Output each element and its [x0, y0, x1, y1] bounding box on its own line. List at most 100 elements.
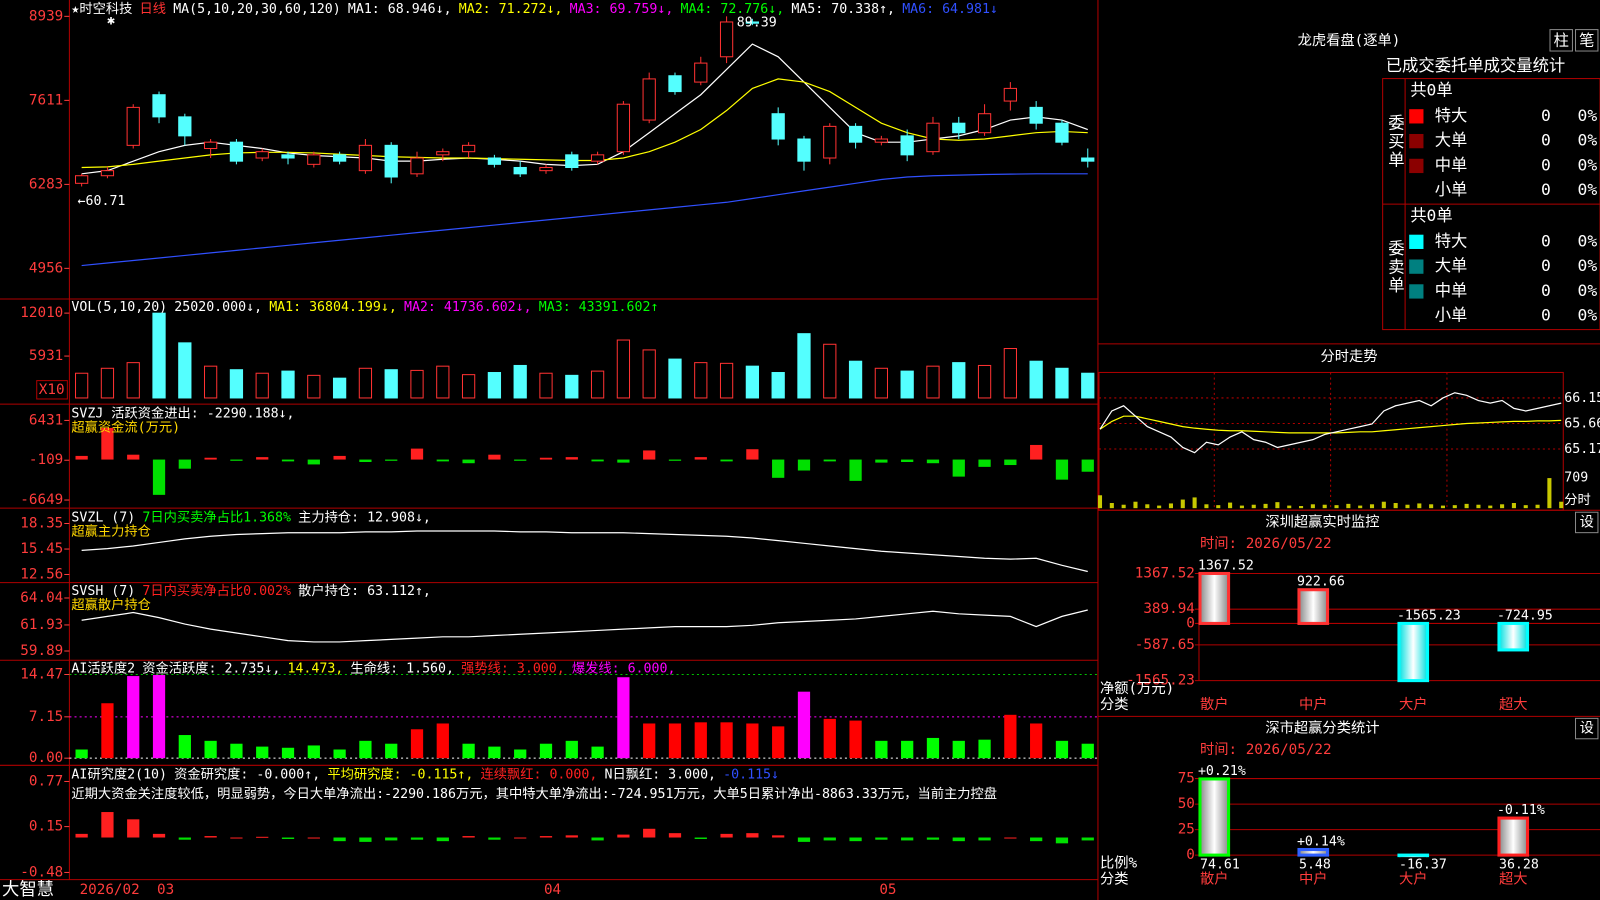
volume-bar [75, 372, 89, 399]
volume-bar [229, 369, 244, 399]
signed-bar [617, 834, 630, 838]
button[interactable] [1575, 29, 1599, 52]
button-label[interactable]: 柱 [1554, 31, 1569, 49]
signed-bar [385, 459, 398, 461]
indicator-line [81, 530, 1088, 573]
tab[interactable]: 已成交 [1386, 56, 1435, 75]
y-tick-label: 4956 [29, 260, 63, 276]
signed-bar [101, 812, 114, 838]
header-segment: 25020.000↓, [174, 300, 262, 315]
row-pct: 0% [1578, 306, 1598, 325]
tab[interactable]: 委托单 [1435, 56, 1484, 75]
y-tick-label: -1565.23 [1126, 673, 1195, 689]
x-tick-label: 03 [157, 882, 174, 898]
button-label[interactable]: 笔 [1579, 31, 1594, 49]
volume-bar [203, 365, 218, 399]
signed-bar [720, 459, 733, 462]
button[interactable] [1575, 511, 1599, 534]
bar [1497, 816, 1530, 857]
volume-bar [1393, 503, 1398, 509]
row-count: 0 [1541, 155, 1551, 174]
bar [1297, 588, 1330, 625]
change-label: -0.11% [1497, 803, 1545, 818]
volume-bar [874, 367, 889, 399]
signed-bar [643, 450, 656, 460]
value-label: 36.28 [1499, 857, 1539, 872]
signed-bar [410, 837, 424, 840]
candle-body [1003, 87, 1017, 102]
signed-bar [152, 459, 166, 495]
value-label: -724.95 [1497, 608, 1553, 623]
y-tick-label: 0 [1186, 847, 1195, 863]
volume-bar [1299, 506, 1304, 509]
header-segment: ★时空科技 [71, 1, 132, 17]
header-segment: VOL(5,10,20) [71, 300, 167, 315]
signed-bar [823, 837, 836, 841]
candle-body [719, 21, 734, 58]
y-tick-label: 709 [1564, 471, 1588, 486]
side-label: 委卖单 [1385, 240, 1404, 295]
row-name: 中单 [1435, 281, 1468, 300]
signed-bar [849, 837, 862, 842]
panel-header: SVZL (7) 7日内买卖净占比1.368% 主力持仓: 12.908↓, [71, 509, 430, 525]
candle-body [1029, 106, 1043, 124]
volume-bar [771, 372, 785, 399]
button[interactable] [1549, 29, 1573, 52]
activity-bar [539, 743, 553, 759]
signed-bar [591, 459, 604, 462]
button[interactable] [1575, 717, 1599, 740]
activity-bar [204, 740, 217, 759]
candle-body [977, 113, 992, 134]
signed-bar [772, 835, 785, 838]
volume-bar [1121, 504, 1126, 509]
volume-bar [1055, 367, 1069, 399]
button-label[interactable]: 设 [1580, 513, 1594, 530]
volume-bar [1346, 503, 1351, 509]
activity-bar [565, 740, 578, 759]
activity-bar [333, 749, 346, 759]
header-segment: SVZL (7) [71, 510, 135, 525]
y-tick-label: 7.15 [29, 709, 63, 725]
row-count: 0 [1541, 231, 1551, 250]
change-label: +0.14% [1297, 834, 1345, 849]
row-pct: 0% [1578, 131, 1598, 150]
y-axis-title: 比例% [1100, 854, 1138, 871]
volume-bar [1145, 504, 1150, 509]
volume-bar [100, 367, 115, 399]
activity-bar [359, 740, 372, 759]
tab[interactable]: 成交量统计 [1484, 56, 1566, 75]
y-tick-label: 1367.52 [1135, 565, 1195, 581]
volume-bar [1429, 504, 1434, 509]
volume-bar [1204, 504, 1209, 509]
analysis-comment: 近期大资金关注度较低，明显弱势，今日大单净流出:-2290.186万元，其中特大… [71, 785, 997, 802]
candle-body [229, 141, 244, 162]
candle-body [616, 103, 631, 153]
legend-swatch [1409, 234, 1424, 249]
header-segment: MA2: 41736.602↓, [404, 300, 532, 315]
activity-bar [488, 746, 501, 759]
row-pct: 0% [1578, 180, 1598, 199]
section-title: 分时走势 [1320, 348, 1377, 365]
row-count: 0 [1541, 256, 1551, 275]
candle-body [642, 78, 656, 121]
signed-bar [462, 459, 475, 464]
signed-bar [539, 836, 553, 838]
volume-bar [1263, 503, 1268, 509]
signed-bar [694, 457, 707, 460]
volume-bar [281, 370, 295, 399]
volume-bar [461, 374, 476, 399]
signed-bar [127, 819, 140, 838]
activity-bar [256, 746, 269, 759]
signed-bar [591, 837, 604, 841]
volume-bar [1452, 505, 1457, 509]
volume-bar [384, 369, 398, 399]
header-segment: 连续飘红: 0.000, [481, 766, 598, 782]
activity-bar [514, 749, 527, 759]
activity-bar [178, 735, 191, 759]
panel-header: AI研究度2(10) 资金研究度: -0.000↑, 平均研究度: -0.115↑,… [71, 766, 779, 782]
header-segment: -0.115↓ [723, 767, 779, 782]
button-label[interactable]: 设 [1580, 720, 1594, 737]
signed-bar [75, 833, 88, 838]
y-tick-label: 0.00 [29, 750, 63, 766]
y-tick-label: 18.35 [20, 516, 63, 532]
